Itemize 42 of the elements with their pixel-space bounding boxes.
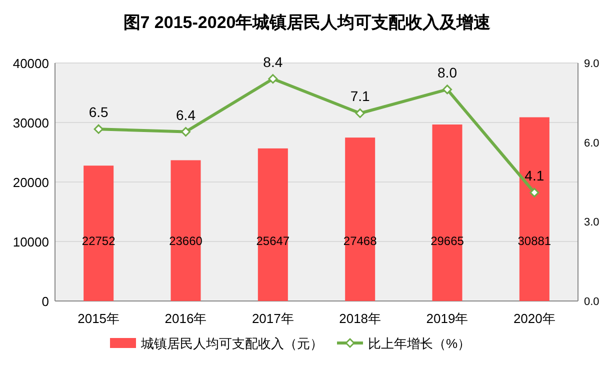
bar [345,138,376,301]
x-tick-label: 2020年 [513,311,556,326]
point [442,84,452,94]
data-label: 8.0 [438,64,458,80]
x-tick-label: 2017年 [252,311,294,326]
data-label: 7.1 [350,88,370,104]
bar [170,160,201,301]
point [530,188,540,198]
point [268,74,278,84]
x-tick-label: 2016年 [164,311,207,326]
x-tick-label: 2015年 [78,311,120,326]
bar [432,124,462,301]
data-label: 6.4 [176,106,196,123]
data-label: 23660 [169,234,203,248]
data-label: 4.1 [524,168,544,184]
y-tick-label: 10000 [12,234,49,250]
y2-tick-label: 0.0 [584,296,600,308]
point [355,108,365,118]
data-label: 30881 [518,234,552,248]
bar [84,166,114,301]
data-label: 22752 [82,234,116,248]
x-tick-label: 2019年 [426,311,468,326]
bar [519,117,550,301]
bar [258,148,288,301]
y-tick-label: 0 [42,294,49,309]
legend-label: 比上年增长（%） [368,336,471,351]
y2-tick-label: 3.0 [584,216,600,229]
y-tick-label: 30000 [12,116,49,130]
x-tick-label: 2018年 [339,311,382,326]
point [181,127,190,137]
data-label: 29665 [430,234,464,248]
y-tick-label: 20000 [12,175,49,190]
data-label: 6.5 [88,104,109,120]
legend-label: 城镇居民人均可支配收入（元） [140,336,323,351]
y2-tick-label: 9.0 [584,58,600,70]
point [94,124,104,134]
y-tick-label: 40000 [12,56,49,71]
chart-title: 图7 2015-2020年城镇居民人均可支配收入及增速 [123,13,491,32]
y2-tick-label: 6.0 [584,137,600,150]
data-label: 25647 [256,234,290,248]
data-label: 27468 [343,234,378,248]
data-label: 8.4 [263,54,283,70]
